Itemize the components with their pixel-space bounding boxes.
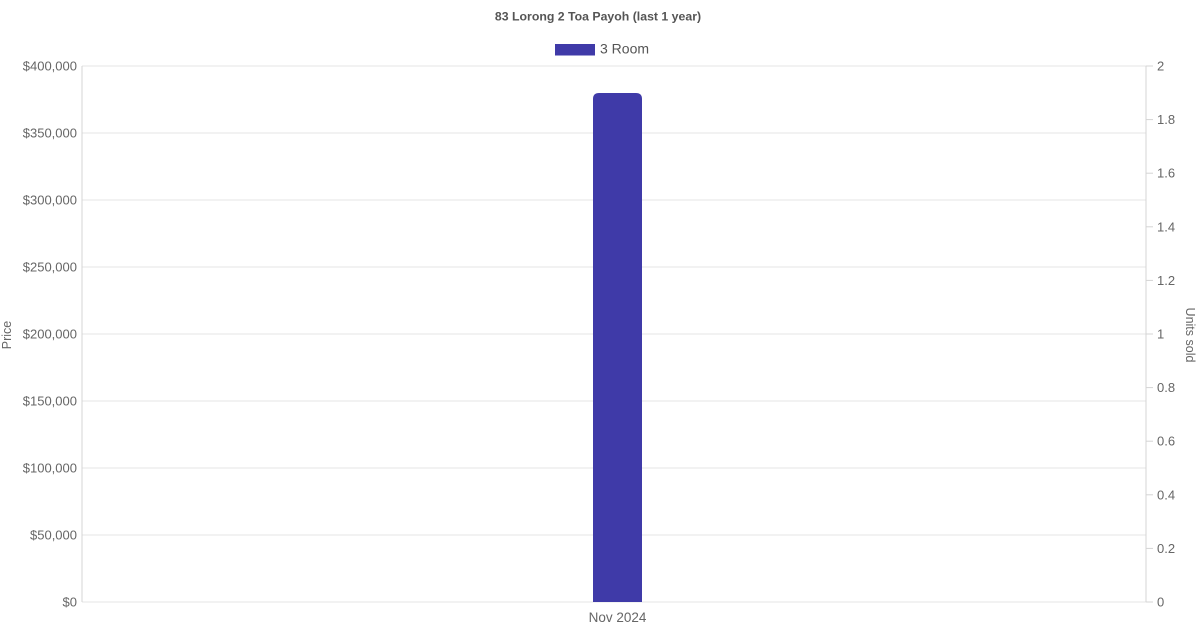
svg-text:0.8: 0.8 <box>1157 380 1175 395</box>
svg-text:$300,000: $300,000 <box>23 193 77 208</box>
svg-text:1.6: 1.6 <box>1157 166 1175 181</box>
svg-text:$250,000: $250,000 <box>23 260 77 275</box>
svg-text:$100,000: $100,000 <box>23 461 77 476</box>
svg-text:Units sold: Units sold <box>1183 308 1197 363</box>
svg-text:$400,000: $400,000 <box>23 59 77 74</box>
svg-text:$150,000: $150,000 <box>23 394 77 409</box>
svg-text:1: 1 <box>1157 327 1164 342</box>
svg-text:0.4: 0.4 <box>1157 487 1175 502</box>
svg-text:0.6: 0.6 <box>1157 434 1175 449</box>
svg-text:Nov 2024: Nov 2024 <box>589 610 647 625</box>
svg-text:0.2: 0.2 <box>1157 541 1175 556</box>
svg-text:3 Room: 3 Room <box>600 41 649 57</box>
svg-text:83 Lorong 2 Toa Payoh (last 1: 83 Lorong 2 Toa Payoh (last 1 year) <box>495 10 701 24</box>
svg-text:$50,000: $50,000 <box>30 528 77 543</box>
svg-text:$0: $0 <box>63 595 77 610</box>
svg-text:1.8: 1.8 <box>1157 112 1175 127</box>
svg-text:0: 0 <box>1157 595 1164 610</box>
svg-text:1.4: 1.4 <box>1157 219 1175 234</box>
svg-text:$200,000: $200,000 <box>23 327 77 342</box>
svg-text:$350,000: $350,000 <box>23 126 77 141</box>
svg-text:1.2: 1.2 <box>1157 273 1175 288</box>
svg-text:Price: Price <box>0 321 14 350</box>
svg-text:2: 2 <box>1157 59 1164 74</box>
